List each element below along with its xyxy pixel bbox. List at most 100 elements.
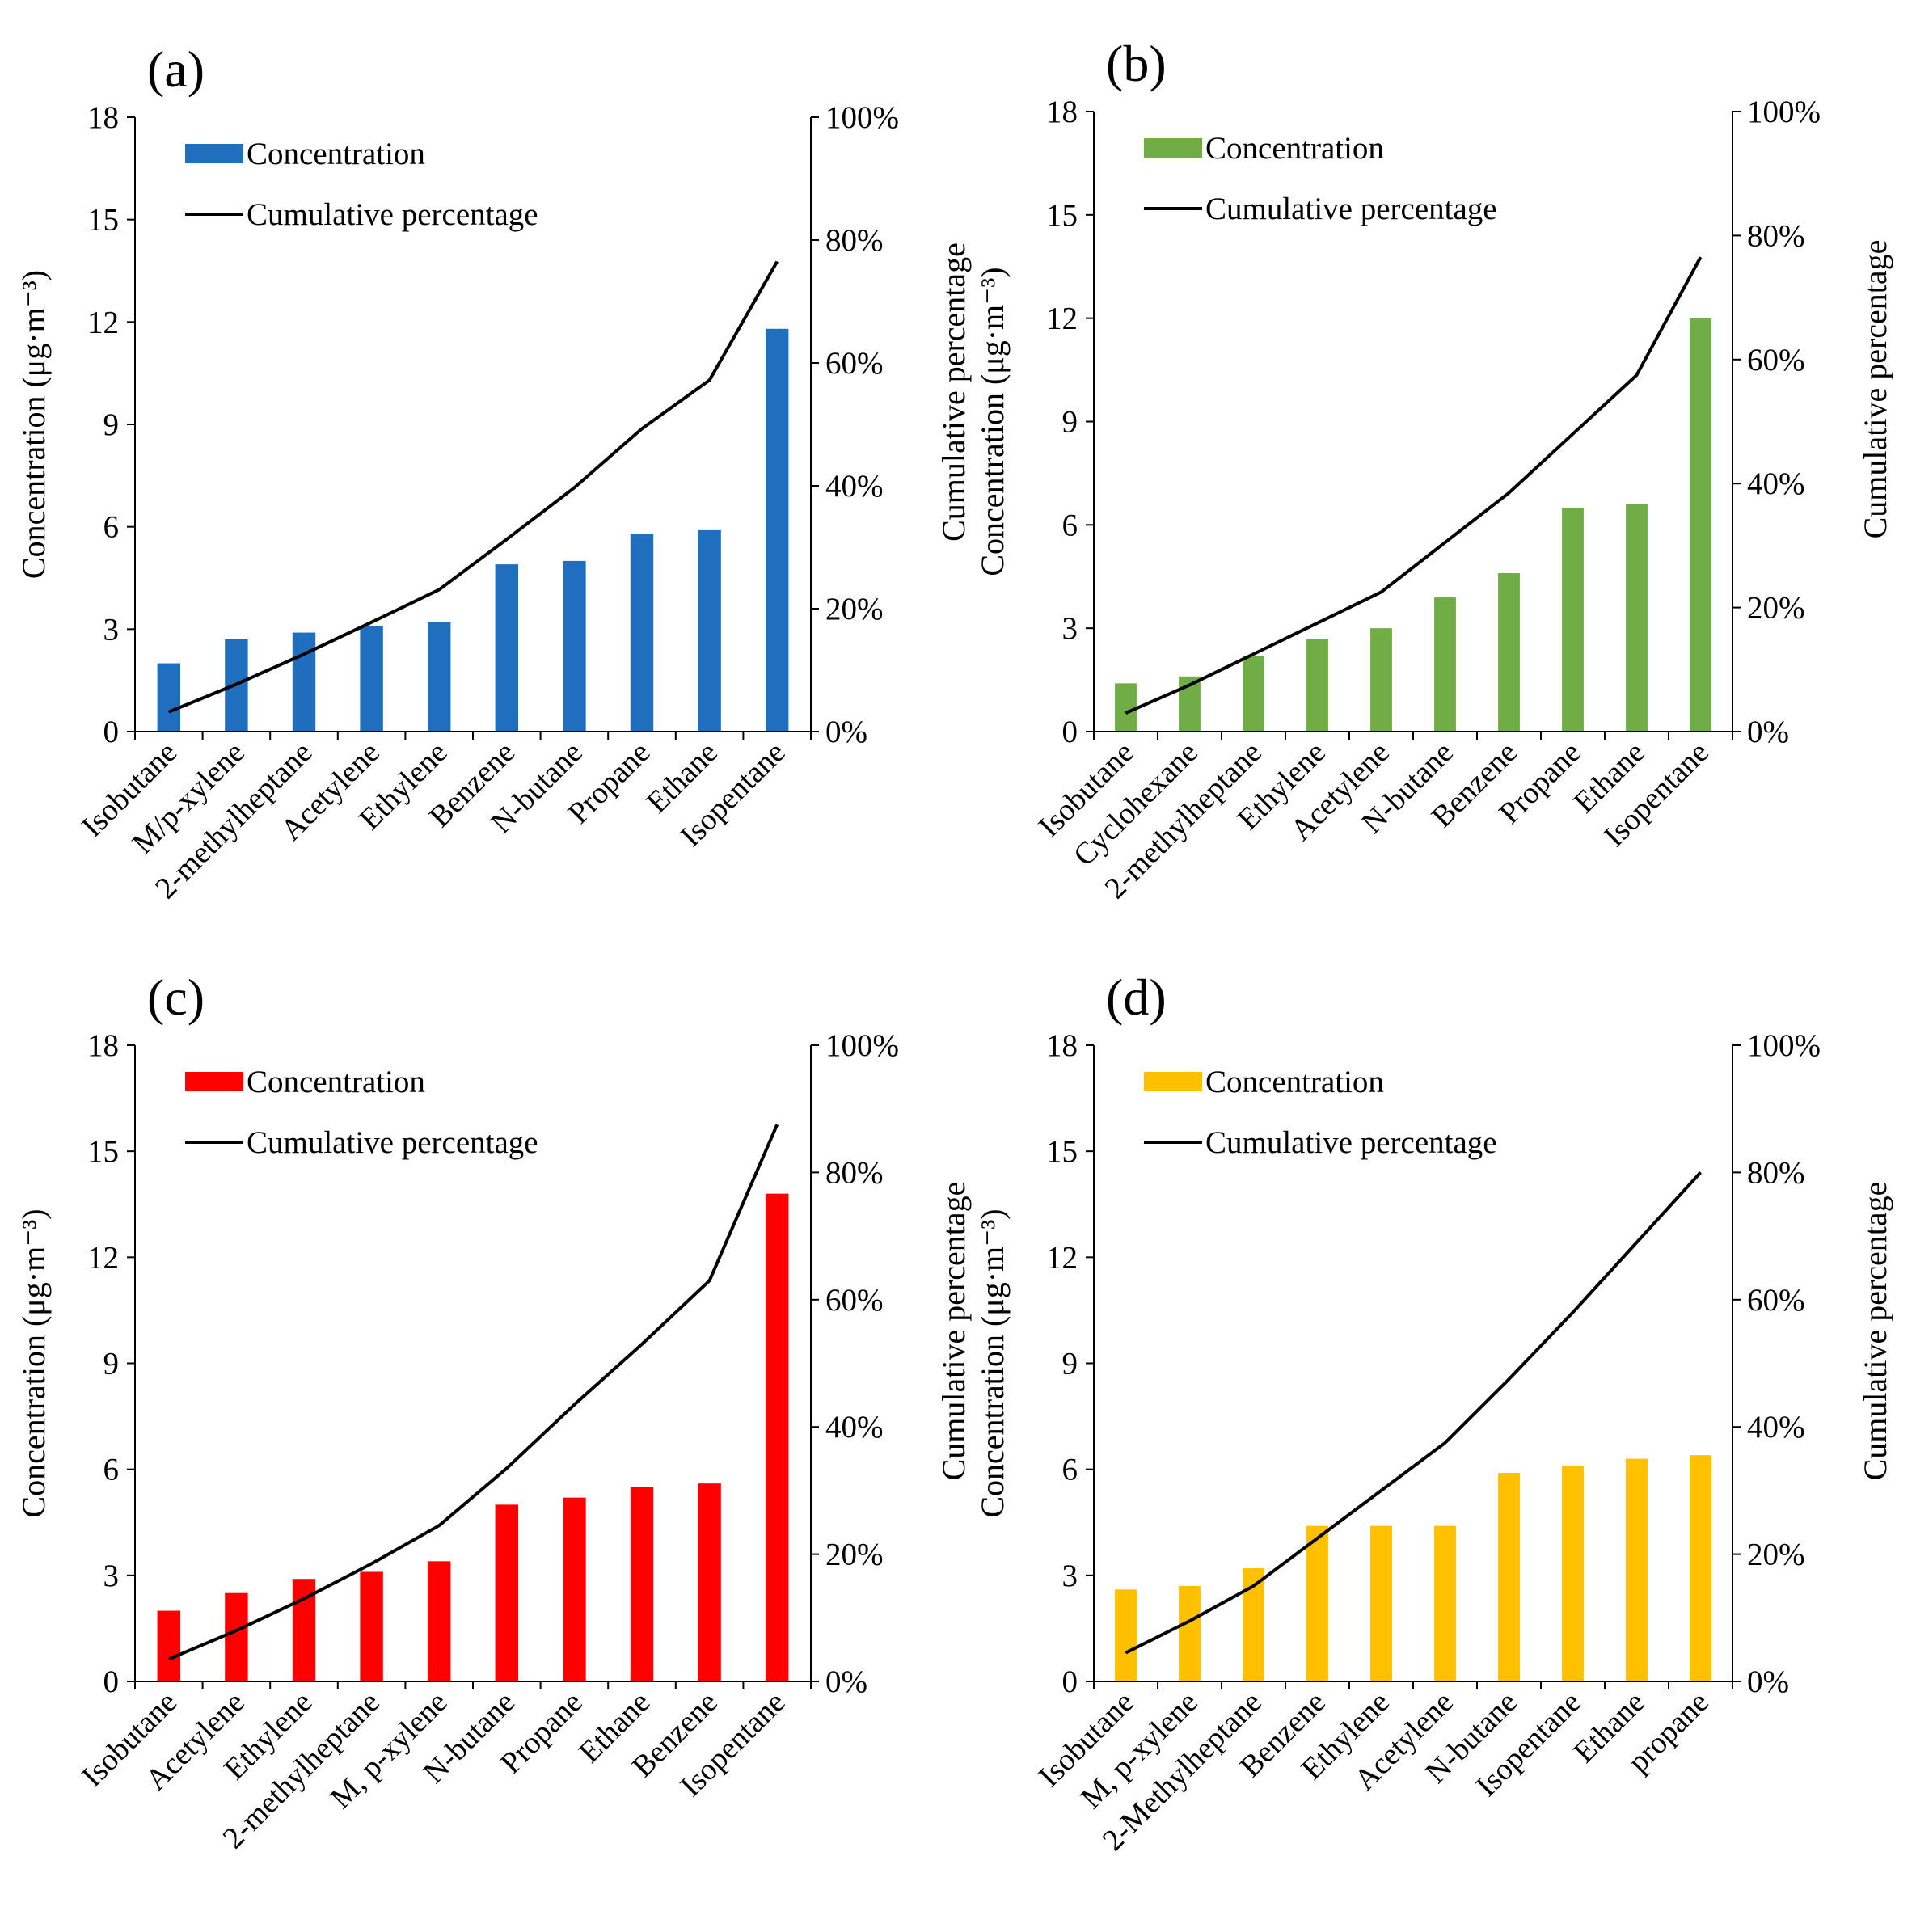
panel-label: (d) <box>1106 968 1167 1026</box>
y-tick-label: 12 <box>1046 1240 1078 1275</box>
y-tick-label: 3 <box>1062 611 1078 646</box>
bar-propane <box>1562 508 1584 732</box>
cumulative-point <box>235 683 237 685</box>
bar-benzene <box>495 564 519 732</box>
legend-bar-swatch <box>185 144 243 163</box>
cumulative-point <box>506 1467 508 1469</box>
y2-tick-label: 60% <box>1747 1283 1805 1318</box>
cumulative-point <box>709 1280 711 1281</box>
y-tick-label: 9 <box>1062 405 1078 440</box>
bar-n-butane <box>495 1504 519 1681</box>
legend-concentration: Concentration <box>1205 131 1384 166</box>
y2-tick-label: 0% <box>825 715 867 749</box>
y2-tick-label: 40% <box>1747 1410 1805 1445</box>
bar-propane <box>563 1497 586 1681</box>
legend-cumulative: Cumulative percentage <box>247 197 538 232</box>
legend-bar-swatch <box>1144 138 1202 158</box>
y-tick-label: 3 <box>103 612 120 647</box>
bar-ethylene <box>1306 638 1328 732</box>
bar-isobutane <box>1115 683 1137 732</box>
bar-isopentane <box>1690 318 1711 732</box>
y-tick-label: 6 <box>1062 508 1078 542</box>
y-tick-label: 15 <box>1046 1134 1078 1169</box>
y-tick-label: 18 <box>87 1028 119 1063</box>
bar-2-methylheptane <box>360 1571 383 1681</box>
y-axis-title: Concentration (μg·m⁻³) <box>974 267 1011 576</box>
cumulative-percentage-line <box>1125 1171 1702 1655</box>
bar-acetylene <box>1370 628 1392 732</box>
chart-panel-4: (d)03691215180%20%40%60%80%100%Isobutane… <box>974 968 1893 1858</box>
bar-isobutane <box>1115 1589 1137 1681</box>
y2-tick-label: 100% <box>1747 95 1821 129</box>
y2-tick-label: 100% <box>1747 1028 1821 1063</box>
bar-ethylene <box>427 622 451 732</box>
y2-tick-label: 20% <box>1747 1538 1805 1572</box>
bar-isobutane <box>157 663 181 732</box>
y2-tick-label: 60% <box>825 346 884 381</box>
bar-m-p-xylene <box>1179 1585 1201 1681</box>
panel-label: (c) <box>147 968 205 1026</box>
y-tick-label: 9 <box>1062 1347 1078 1382</box>
y-tick-label: 12 <box>1046 302 1078 336</box>
cumulative-point <box>168 1658 170 1660</box>
cumulative-point <box>1189 1620 1190 1622</box>
legend-cumulative: Cumulative percentage <box>1205 1125 1497 1160</box>
panel-label: (b) <box>1106 35 1167 92</box>
legend-bar-swatch <box>185 1072 243 1091</box>
bar-propane <box>1690 1455 1711 1681</box>
y2-tick-label: 0% <box>1747 715 1789 749</box>
cumulative-point <box>1253 653 1254 655</box>
bar-ethane <box>698 529 721 732</box>
y2-tick-label: 40% <box>1747 466 1805 501</box>
bar-benzene <box>1306 1525 1328 1681</box>
y-tick-label: 6 <box>103 510 120 545</box>
cumulative-point <box>303 1598 305 1600</box>
cumulative-point <box>1125 1652 1126 1654</box>
legend-cumulative: Cumulative percentage <box>1205 192 1497 226</box>
bar-isopentane <box>765 1193 789 1681</box>
y2-axis-title: Cumulative percentage <box>935 1182 972 1481</box>
y-tick-label: 18 <box>1046 95 1078 129</box>
legend-bar-swatch <box>1144 1072 1202 1091</box>
chart-panel-1: (a)03691215180%20%40%60%80%100%Isobutane… <box>15 40 972 905</box>
y2-tick-label: 20% <box>825 1538 884 1572</box>
y2-tick-label: 20% <box>825 592 884 626</box>
cumulative-point <box>641 428 643 429</box>
chart-panel-2: (b)03691215180%20%40%60%80%100%Isobutane… <box>974 35 1893 905</box>
y-tick-label: 15 <box>87 203 119 238</box>
legend-concentration: Concentration <box>1205 1065 1384 1099</box>
y2-axis-title: Cumulative percentage <box>935 243 972 542</box>
y-tick-label: 18 <box>87 100 119 135</box>
cumulative-point <box>1572 433 1573 435</box>
y-tick-label: 12 <box>87 1240 119 1275</box>
legend-concentration: Concentration <box>247 137 425 171</box>
cumulative-point <box>709 379 711 381</box>
y-tick-label: 15 <box>1046 198 1078 233</box>
bar-benzene <box>1498 572 1520 732</box>
y2-tick-label: 40% <box>825 469 884 504</box>
cumulative-point <box>1253 1585 1254 1587</box>
cumulative-point <box>168 711 170 713</box>
bar-ethane <box>630 1487 654 1681</box>
bar-ethane <box>1626 1458 1648 1681</box>
bar-n-butane <box>1434 597 1456 732</box>
bar-2-methylheptane <box>292 632 316 732</box>
y2-axis-title: Cumulative percentage <box>1857 240 1893 539</box>
bar-m-p-xylene <box>427 1561 451 1681</box>
bar-n-butane <box>1498 1473 1520 1681</box>
y2-tick-label: 60% <box>1747 343 1805 378</box>
y2-tick-label: 80% <box>825 1155 884 1190</box>
cumulative-point <box>1700 1171 1701 1173</box>
bar-acetylene <box>1434 1525 1456 1681</box>
y-tick-label: 3 <box>1062 1559 1078 1593</box>
y-tick-label: 0 <box>103 715 120 749</box>
y2-tick-label: 60% <box>825 1283 884 1318</box>
cumulative-point <box>776 1124 778 1125</box>
y-tick-label: 9 <box>103 1347 120 1382</box>
cumulative-point <box>1572 1312 1573 1314</box>
cumulative-point <box>438 588 440 590</box>
cumulative-point <box>303 653 305 655</box>
cumulative-percentage-line <box>168 260 779 714</box>
y-tick-label: 15 <box>87 1134 119 1169</box>
